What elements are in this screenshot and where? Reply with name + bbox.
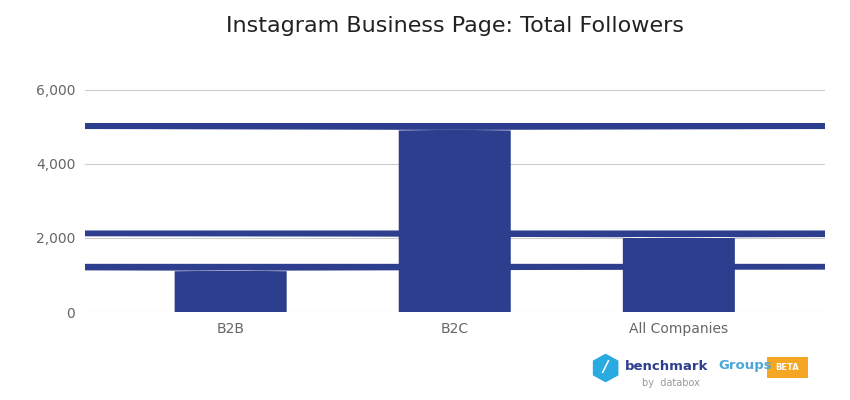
Text: by  databox: by databox [642, 378, 700, 388]
Text: benchmark: benchmark [625, 360, 708, 372]
Text: BETA: BETA [775, 363, 799, 372]
Text: Groups: Groups [718, 360, 772, 372]
Polygon shape [592, 354, 619, 382]
Title: Instagram Business Page: Total Followers: Instagram Business Page: Total Followers [226, 16, 683, 36]
FancyBboxPatch shape [0, 230, 850, 320]
FancyBboxPatch shape [0, 264, 850, 320]
FancyBboxPatch shape [0, 123, 850, 320]
Text: /: / [603, 360, 609, 375]
